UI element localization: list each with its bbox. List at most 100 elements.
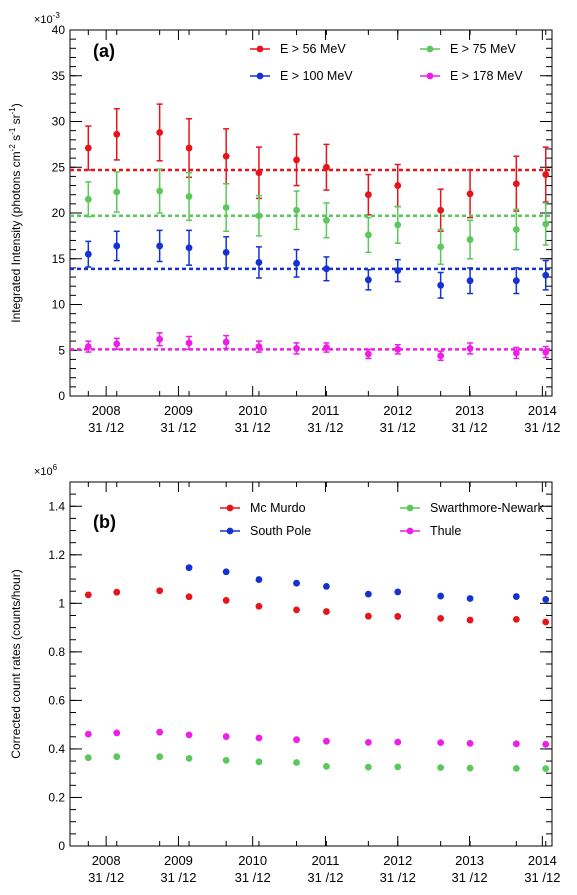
- panel-a-data-point: [84, 144, 92, 152]
- panel-b-data-point: [364, 738, 372, 746]
- panel-b-data-point: [222, 597, 230, 604]
- panel-b-data-point: [394, 613, 402, 620]
- panel-b-data-point: [437, 739, 445, 747]
- panel-a-data-point: [437, 281, 445, 289]
- panel-a-x-tick-date: 31 /12: [235, 420, 271, 435]
- panel-b-data-point: [156, 753, 164, 761]
- panel-a-data-point: [542, 348, 550, 356]
- panel-a-data-point: [394, 345, 402, 353]
- panel-a-data-point: [185, 144, 193, 152]
- panel-a-data-point: [255, 169, 263, 177]
- panel-a-legend-label: E > 56 MeV: [280, 42, 346, 56]
- panel-a-data-point: [323, 344, 330, 351]
- panel-b-data-point: [323, 763, 330, 770]
- panel-b-data-point: [156, 728, 164, 736]
- panel-b-legend-marker: [226, 527, 234, 535]
- panel-b-y-tick-label: 1.4: [48, 499, 65, 513]
- panel-a-label: (a): [93, 41, 115, 61]
- panel-b-data-point: [255, 602, 263, 610]
- panel-b-legend-label: South Pole: [250, 524, 311, 538]
- panel-b-y-tick-label: 0.8: [48, 645, 65, 659]
- panel-a-data-point: [323, 216, 330, 224]
- panel-a-x-tick-date: 31 /12: [160, 420, 196, 435]
- panel-a-x-tick-year: 2008: [92, 403, 121, 418]
- panel-a-x-tick-year: 2012: [383, 403, 412, 418]
- panel-a-data-point: [323, 163, 330, 171]
- panel-b-y-tick-label: 1: [58, 596, 65, 610]
- panel-b-legend-label: Mc Murdo: [250, 501, 306, 515]
- panel-a-y-tick-label: 30: [52, 115, 66, 129]
- panel-b-x-tick-year: 2013: [455, 853, 484, 868]
- panel-a-legend-label: E > 75 MeV: [450, 42, 516, 56]
- panel-a-x-tick-year: 2010: [238, 403, 267, 418]
- panel-a-data-point: [466, 277, 474, 285]
- panel-a-multiplier: ×10-3: [34, 11, 60, 26]
- panel-a-data-point: [113, 340, 121, 348]
- panel-a-legend-marker: [256, 72, 264, 80]
- panel-a-frame: [69, 29, 553, 397]
- panel-a-legend-marker: [426, 45, 434, 53]
- panel-a-x-tick-year: 2011: [311, 403, 339, 418]
- panel-a-legend-label: E > 100 MeV: [280, 69, 353, 83]
- panel-a-data-point: [293, 345, 300, 352]
- panel-b-data-point: [222, 756, 230, 764]
- panel-a-x-tick-date: 31 /12: [451, 420, 487, 435]
- panel-a-x-tick-date: 31 /12: [524, 420, 560, 435]
- panel-b-data-point: [185, 564, 193, 572]
- panel-a-x-tick-year: 2009: [164, 403, 193, 418]
- panel-b-x-tick-year: 2010: [238, 853, 267, 868]
- panel-b-data-point: [437, 614, 445, 622]
- panel-b-x-tick-date: 31 /12: [235, 870, 271, 885]
- panel-a-data-point: [156, 129, 164, 136]
- panel-b-legend-marker: [226, 504, 234, 512]
- panel-a-x-tick-date: 31 /12: [88, 420, 124, 435]
- panel-b-x-tick-date: 31 /12: [451, 870, 487, 885]
- panel-b-data-point: [84, 730, 92, 738]
- panel-a-data-point: [84, 250, 92, 258]
- panel-b-data-point: [394, 588, 402, 596]
- panel-a-data-point: [255, 259, 263, 266]
- panel-b-x-tick-date: 31 /12: [380, 870, 416, 885]
- panel-a-data-point: [466, 190, 474, 198]
- panel-a-data-point: [222, 152, 230, 160]
- panel-b-y-tick-label: 0.4: [48, 742, 65, 756]
- panel-b: ×106 (b) Corrected count rates (counts/h…: [9, 463, 560, 885]
- panel-a-data-point: [113, 242, 121, 250]
- panel-a-data-point: [466, 345, 474, 352]
- panel-b-data-point: [113, 753, 121, 761]
- panel-b-y-tick-label: 0: [58, 839, 65, 853]
- panel-a-y-tick-label: 35: [52, 69, 66, 83]
- panel-a-data-point: [542, 271, 550, 279]
- panel-b-data-point: [293, 579, 300, 587]
- panel-b-data-point: [222, 733, 230, 740]
- panel-a-data-point: [255, 343, 263, 350]
- panel-b-data-point: [542, 596, 550, 603]
- panel-b-data-point: [512, 764, 520, 772]
- panel-b-x-tick-date: 31 /12: [524, 870, 560, 885]
- panel-b-data-point: [222, 568, 230, 576]
- panel-b-data-point: [512, 615, 520, 623]
- panel-b-data-point: [542, 765, 550, 772]
- panel-b-data-point: [185, 593, 193, 601]
- panel-b-x-tick-year: 2011: [311, 853, 339, 868]
- panel-a-data-point: [113, 130, 121, 138]
- panel-b-y-tick-label: 1.2: [48, 548, 65, 562]
- panel-b-data-point: [466, 616, 474, 624]
- panel-b-data-point: [542, 740, 550, 748]
- panel-a-data-point: [364, 350, 372, 358]
- panel-a-data-point: [293, 156, 300, 164]
- panel-a-y-tick-label: 5: [58, 343, 65, 357]
- panel-b-data-point: [185, 754, 193, 762]
- panel-a-data-point: [512, 277, 520, 285]
- panel-a-data-point: [364, 191, 372, 199]
- panel-a-data-point: [364, 276, 372, 284]
- panel-b-data-point: [466, 595, 474, 602]
- panel-a-data-point: [255, 212, 263, 220]
- panel-b-data-point: [364, 763, 372, 771]
- panel-b-data-point: [437, 592, 445, 600]
- panel-a-y-tick-label: 10: [52, 298, 66, 312]
- panel-a-data-point: [222, 248, 230, 256]
- panel-b-x-tick-year: 2014: [528, 853, 557, 868]
- panel-b-legend-label: Thule: [430, 524, 461, 538]
